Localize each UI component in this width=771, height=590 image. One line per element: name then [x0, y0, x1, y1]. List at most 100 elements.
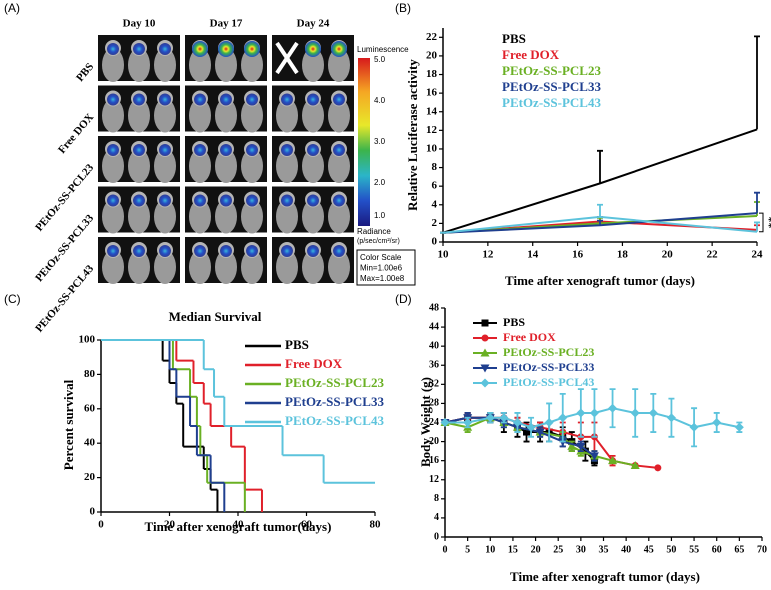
colorbar-tick: 2.0 [374, 178, 386, 187]
mouse [328, 48, 350, 82]
mouse [328, 250, 350, 284]
scale-text: Color Scale [360, 253, 402, 262]
mouse [154, 98, 176, 133]
day-label: Day 10 [123, 18, 156, 30]
mouse [302, 48, 324, 82]
mouse [241, 199, 263, 234]
x-tick-label: 25 [553, 544, 563, 555]
signal [333, 194, 345, 207]
y-tick-label: 100 [79, 334, 96, 346]
scale-text: Min=1.00e6 [360, 264, 403, 273]
signal [246, 144, 258, 156]
signal [159, 194, 171, 207]
marker [512, 418, 522, 427]
mouse [102, 48, 124, 82]
marker [589, 408, 599, 418]
mouse [302, 98, 324, 133]
error-bar [754, 35, 760, 130]
x-tick-label: 24 [752, 249, 764, 261]
x-tick-label: 50 [666, 544, 676, 555]
mouse [128, 48, 150, 82]
signal [133, 194, 145, 207]
signal [333, 93, 345, 106]
y-tick-label: 36 [429, 360, 439, 371]
x-axis-label: Time after xenograft tumor (days) [505, 273, 695, 288]
mouse [102, 98, 124, 133]
marker [485, 413, 495, 423]
mouse [276, 199, 298, 234]
y-axis-label: Percent survival [61, 379, 76, 470]
marker [734, 422, 744, 432]
x-tick-label: 18 [617, 249, 629, 261]
signal [133, 93, 145, 106]
x-axis-label: Time after xenograft tumor(days) [145, 519, 332, 534]
y-tick-label: 0 [90, 506, 96, 518]
marker [567, 441, 577, 450]
y-tick-label: 16 [426, 87, 438, 99]
signal [133, 245, 145, 257]
marker [589, 452, 599, 461]
mouse [328, 98, 350, 133]
signal [220, 93, 232, 106]
y-tick-label: 60 [84, 402, 96, 414]
panel-label: (C) [4, 292, 21, 306]
legend-label: PEtOz-SS-PCL43 [503, 375, 594, 389]
x-tick-label: 55 [689, 544, 699, 555]
day-label: Day 24 [297, 18, 330, 30]
marker [523, 428, 531, 436]
group-label: Free DOX [56, 111, 96, 156]
x-tick-label: 16 [572, 249, 584, 261]
legend-label: PEtOz-SS-PCL33 [502, 79, 601, 94]
legend-marker [481, 334, 489, 342]
signal [107, 194, 119, 207]
x-tick-label: 22 [707, 249, 719, 261]
signal [192, 41, 208, 57]
scale-box [356, 249, 416, 286]
mouse [241, 250, 263, 284]
colorbar-tick: 1.0 [374, 211, 386, 220]
colorbar-title: Luminescence [357, 45, 409, 54]
signal [307, 93, 319, 106]
legend-marker [480, 378, 490, 388]
mouse [215, 149, 237, 183]
legend-label: Free DOX [285, 356, 343, 371]
marker [499, 413, 509, 423]
mouse [154, 48, 176, 82]
panel-label: (A) [4, 1, 20, 15]
mouse [215, 98, 237, 133]
signal [246, 93, 258, 106]
mouse [215, 199, 237, 234]
x-tick-label: 10 [438, 249, 450, 261]
error-bar [597, 219, 603, 226]
signal [107, 144, 119, 156]
mouse [128, 98, 150, 133]
mouse [128, 250, 150, 284]
marker [630, 408, 640, 418]
colorbar [358, 58, 370, 226]
mouse [302, 250, 324, 284]
error-bar [754, 191, 760, 214]
marker [648, 408, 658, 418]
signal [307, 194, 319, 207]
signal [194, 245, 206, 257]
x-tick-label: 0 [443, 544, 448, 555]
mouse [189, 199, 211, 234]
x-axis-label: Time after xenograft tumor (days) [510, 569, 700, 584]
marker [440, 418, 450, 427]
y-tick-label: 44 [429, 321, 439, 332]
signal [133, 144, 145, 156]
x-tick-label: 0 [98, 519, 104, 531]
x-tick-label: 35 [599, 544, 609, 555]
x-tick-label: 45 [644, 544, 654, 555]
colorbar-tick: 5.0 [374, 55, 386, 64]
mouse [241, 149, 263, 183]
y-tick-label: 4 [434, 512, 439, 523]
error-bar [754, 221, 760, 232]
legend-label: PEtOz-SS-PCL43 [285, 413, 384, 428]
mouse [154, 199, 176, 234]
panel-label: (B) [395, 1, 411, 15]
cross [275, 41, 299, 75]
legend-marker [481, 319, 489, 327]
x-tick-label: 30 [576, 544, 586, 555]
mouse [215, 250, 237, 284]
